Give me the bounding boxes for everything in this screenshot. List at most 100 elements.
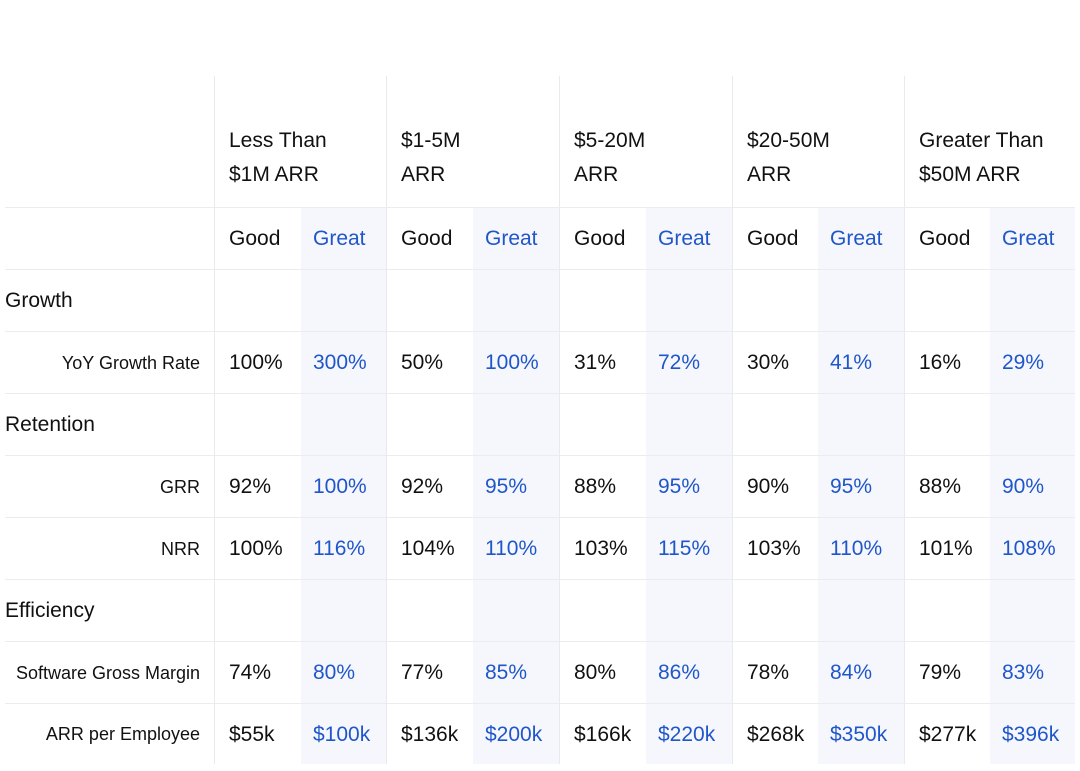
column-header-line1: $20-50M [747,129,830,152]
table-cell: 78% [732,642,818,704]
table-cell: 115% [646,518,732,580]
column-header-line2: ARR [401,163,446,186]
table-cell: 86% [646,642,732,704]
table-cell: 83% [990,642,1075,704]
table-cell: 79% [904,642,990,704]
table-cell: 90% [732,456,818,518]
table-cell: 100% [214,518,301,580]
section-blank [559,580,646,642]
table-cell: 80% [301,642,386,704]
column-header-line1: $1-5M [401,129,461,152]
column-header-2: $5-20M ARR [559,76,732,208]
table-cell: 110% [473,518,559,580]
table-cell: 41% [818,332,904,394]
table-cell: $268k [732,704,818,764]
table-cell: 100% [473,332,559,394]
good-label: Good [559,208,646,270]
column-header-line1: $5-20M [574,129,646,152]
table-cell: $136k [386,704,473,764]
section-title-growth: Growth [5,270,214,332]
table-cell: 95% [646,456,732,518]
section-blank-great [473,580,559,642]
table-cell: $100k [301,704,386,764]
section-blank [386,580,473,642]
section-blank-great [301,580,386,642]
section-blank [559,270,646,332]
table-cell: 116% [301,518,386,580]
column-header-line2: $50M ARR [919,163,1021,186]
section-blank-great [646,580,732,642]
table-cell: $396k [990,704,1075,764]
table-cell: $277k [904,704,990,764]
table-cell: $200k [473,704,559,764]
table-cell: 77% [386,642,473,704]
table-cell: 100% [214,332,301,394]
row-label-sgm: Software Gross Margin [5,642,214,704]
section-blank [904,270,990,332]
section-blank-great [646,394,732,456]
section-blank-great [990,270,1075,332]
table-cell: 50% [386,332,473,394]
table-cell: 95% [473,456,559,518]
table-cell: 72% [646,332,732,394]
table-cell: 74% [214,642,301,704]
table-cell: 103% [559,518,646,580]
good-label: Good [386,208,473,270]
section-blank-great [818,270,904,332]
great-label: Great [818,208,904,270]
section-blank-great [301,270,386,332]
table-cell: $55k [214,704,301,764]
great-label: Great [646,208,732,270]
section-blank [214,580,301,642]
column-header-line1: Less Than [229,129,327,152]
section-blank [386,394,473,456]
section-blank [386,270,473,332]
section-blank [732,270,818,332]
column-header-1: $1-5M ARR [386,76,559,208]
section-blank-great [301,394,386,456]
table-cell: 100% [301,456,386,518]
table-cell: 80% [559,642,646,704]
table-cell: 92% [214,456,301,518]
section-blank [732,394,818,456]
great-label: Great [301,208,386,270]
row-label-yoy: YoY Growth Rate [5,332,214,394]
column-header-4: Greater Than $50M ARR [904,76,1075,208]
benchmark-table: Less Than $1M ARR $1-5M ARR $5-20M ARR $20-50M… [5,76,1075,764]
table-cell: 300% [301,332,386,394]
section-blank-great [646,270,732,332]
good-label: Good [732,208,818,270]
column-header-line2: ARR [747,163,792,186]
good-label: Good [214,208,301,270]
section-blank [904,394,990,456]
table-cell: $166k [559,704,646,764]
subheader-blank [5,208,214,270]
table-cell: 85% [473,642,559,704]
table-cell: 84% [818,642,904,704]
great-label: Great [473,208,559,270]
section-blank [214,270,301,332]
corner-cell [5,76,214,208]
section-blank-great [990,580,1075,642]
good-label: Good [904,208,990,270]
table-cell: 88% [904,456,990,518]
column-header-line2: $1M ARR [229,163,319,186]
table-cell: 88% [559,456,646,518]
row-label-grr: GRR [5,456,214,518]
table-cell: 104% [386,518,473,580]
section-title-efficiency: Efficiency [5,580,214,642]
table-cell: 103% [732,518,818,580]
table-cell: 16% [904,332,990,394]
section-title-retention: Retention [5,394,214,456]
table-cell: 95% [818,456,904,518]
section-blank [559,394,646,456]
section-blank [904,580,990,642]
table-cell: 92% [386,456,473,518]
section-blank-great [990,394,1075,456]
row-label-nrr: NRR [5,518,214,580]
table-cell: 30% [732,332,818,394]
table-cell: $220k [646,704,732,764]
column-header-0: Less Than $1M ARR [214,76,386,208]
column-header-line2: ARR [574,163,619,186]
table-cell: 101% [904,518,990,580]
